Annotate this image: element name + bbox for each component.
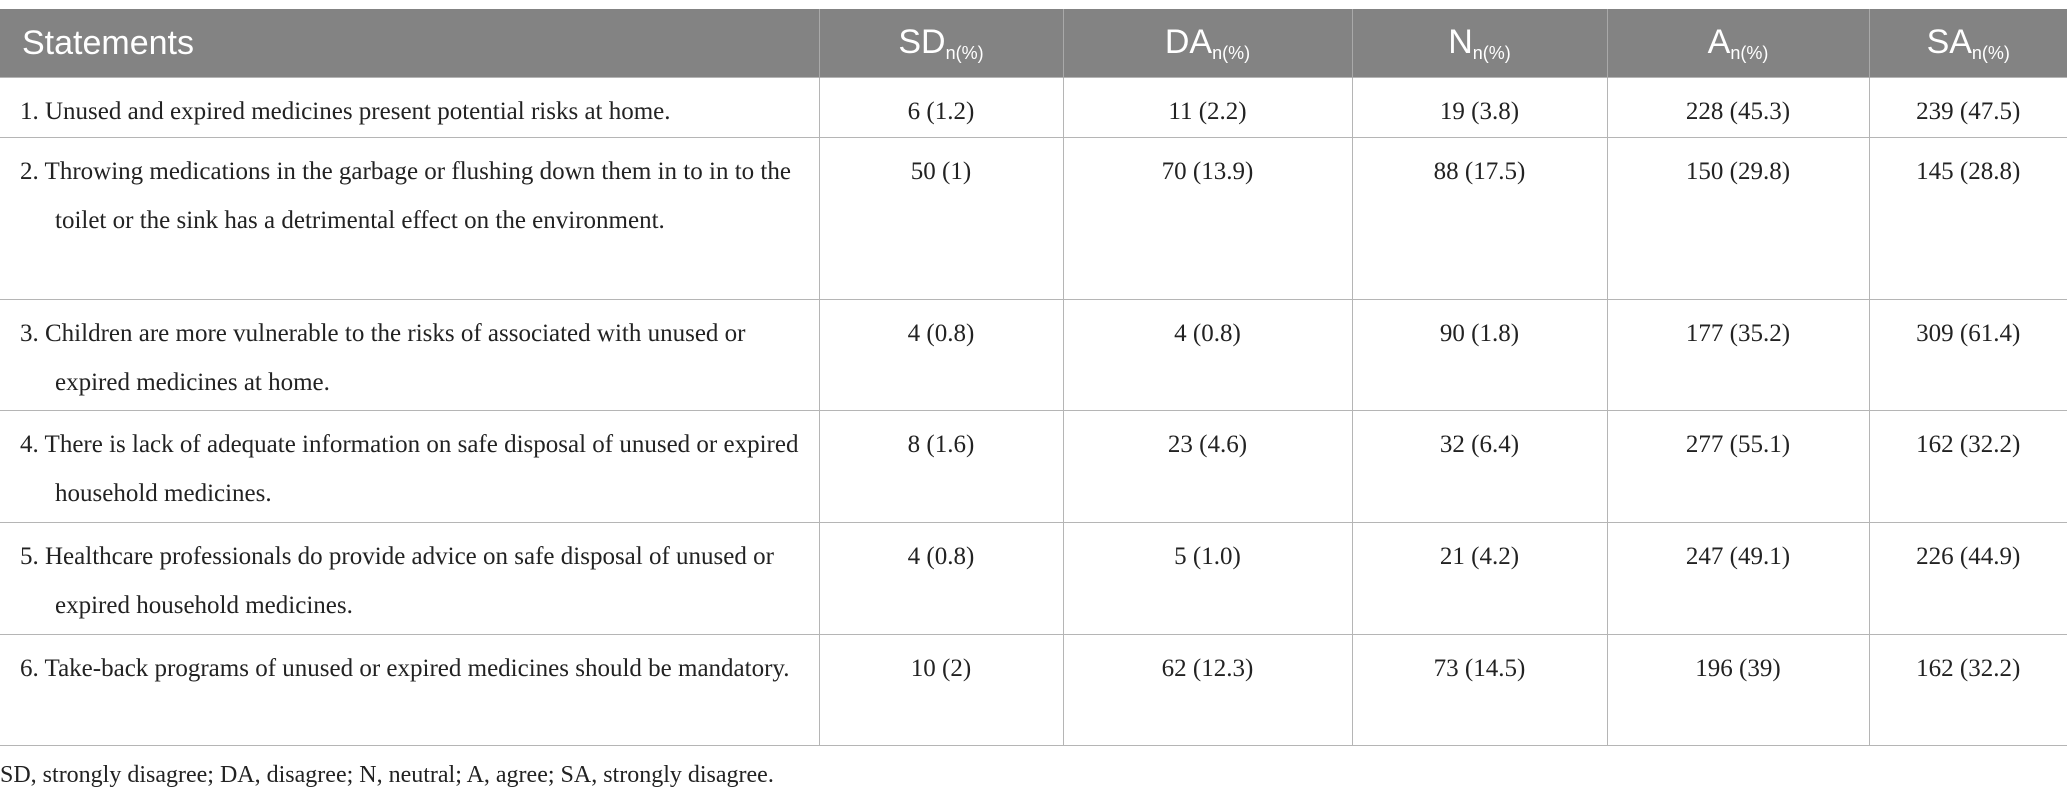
column-header: Nn(%)	[1351, 9, 1607, 78]
column-header: An(%)	[1606, 9, 1869, 78]
statement-cell: 3. Children are more vulnerable to the r…	[0, 299, 820, 411]
statement-cell: 6. Take-back programs of unused or expir…	[0, 634, 820, 746]
value-cell: 247 (49.1)	[1606, 522, 1870, 635]
header-row: Statements SDn(%) DAn(%) Nn(%) An(%) SAn(%)	[0, 9, 2067, 78]
value-cell: 70 (13.9)	[1062, 137, 1353, 300]
table-body: 1. Unused and expired medicines present …	[0, 77, 2067, 746]
statement-cell: 5. Healthcare professionals do provide a…	[0, 522, 820, 635]
value-cell: 10 (2)	[818, 634, 1064, 746]
value-cell: 19 (3.8)	[1351, 77, 1608, 138]
value-cell: 4 (0.8)	[818, 299, 1064, 411]
table-row: 5. Healthcare professionals do provide a…	[0, 522, 2067, 635]
column-header: SAn(%)	[1868, 9, 2067, 78]
value-cell: 239 (47.5)	[1868, 77, 2067, 138]
value-cell: 162 (32.2)	[1868, 410, 2067, 523]
value-cell: 62 (12.3)	[1062, 634, 1353, 746]
value-cell: 6 (1.2)	[818, 77, 1064, 138]
value-cell: 32 (6.4)	[1351, 410, 1608, 523]
value-cell: 50 (1)	[818, 137, 1064, 300]
value-cell: 228 (45.3)	[1606, 77, 1870, 138]
table-row: 6. Take-back programs of unused or expir…	[0, 634, 2067, 746]
value-cell: 11 (2.2)	[1062, 77, 1353, 138]
table-row: 3. Children are more vulnerable to the r…	[0, 299, 2067, 411]
value-cell: 177 (35.2)	[1606, 299, 1870, 411]
value-cell: 4 (0.8)	[818, 522, 1064, 635]
column-label: A	[1707, 22, 1731, 61]
value-cell: 88 (17.5)	[1351, 137, 1608, 300]
value-cell: 150 (29.8)	[1606, 137, 1870, 300]
data-table: Statements SDn(%) DAn(%) Nn(%) An(%) SAn(%) 1…	[0, 9, 2067, 746]
value-cell: 4 (0.8)	[1062, 299, 1353, 411]
value-cell: 309 (61.4)	[1868, 299, 2067, 411]
table-row: 2. Throwing medications in the garbage o…	[0, 137, 2067, 300]
column-label: SD	[898, 22, 946, 61]
value-cell: 277 (55.1)	[1606, 410, 1870, 523]
statement-cell: 2. Throwing medications in the garbage o…	[0, 137, 820, 300]
footnote: SD, strongly disagree; DA, disagree; N, …	[0, 762, 774, 788]
column-label: N	[1448, 22, 1473, 61]
column-sublabel: n(%)	[1730, 42, 1769, 63]
value-cell: 226 (44.9)	[1868, 522, 2067, 635]
statement-cell: 4. There is lack of adequate information…	[0, 410, 820, 523]
value-cell: 145 (28.8)	[1868, 137, 2067, 300]
column-sublabel: n(%)	[945, 42, 984, 63]
column-label: Statements	[22, 23, 194, 62]
value-cell: 21 (4.2)	[1351, 522, 1608, 635]
value-cell: 8 (1.6)	[818, 410, 1064, 523]
value-cell: 23 (4.6)	[1062, 410, 1353, 523]
value-cell: 196 (39)	[1606, 634, 1870, 746]
column-sublabel: n(%)	[1971, 42, 2010, 63]
column-header: DAn(%)	[1062, 9, 1352, 78]
column-label: SA	[1926, 22, 1972, 61]
column-sublabel: n(%)	[1472, 42, 1511, 63]
column-header: SDn(%)	[818, 9, 1063, 78]
table-row: 1. Unused and expired medicines present …	[0, 77, 2067, 138]
value-cell: 90 (1.8)	[1351, 299, 1608, 411]
value-cell: 5 (1.0)	[1062, 522, 1353, 635]
value-cell: 162 (32.2)	[1868, 634, 2067, 746]
value-cell: 73 (14.5)	[1351, 634, 1608, 746]
column-sublabel: n(%)	[1212, 42, 1251, 63]
table-row: 4. There is lack of adequate information…	[0, 410, 2067, 523]
column-label: DA	[1164, 22, 1213, 61]
statement-cell: 1. Unused and expired medicines present …	[0, 77, 820, 138]
column-header: Statements	[0, 9, 819, 78]
